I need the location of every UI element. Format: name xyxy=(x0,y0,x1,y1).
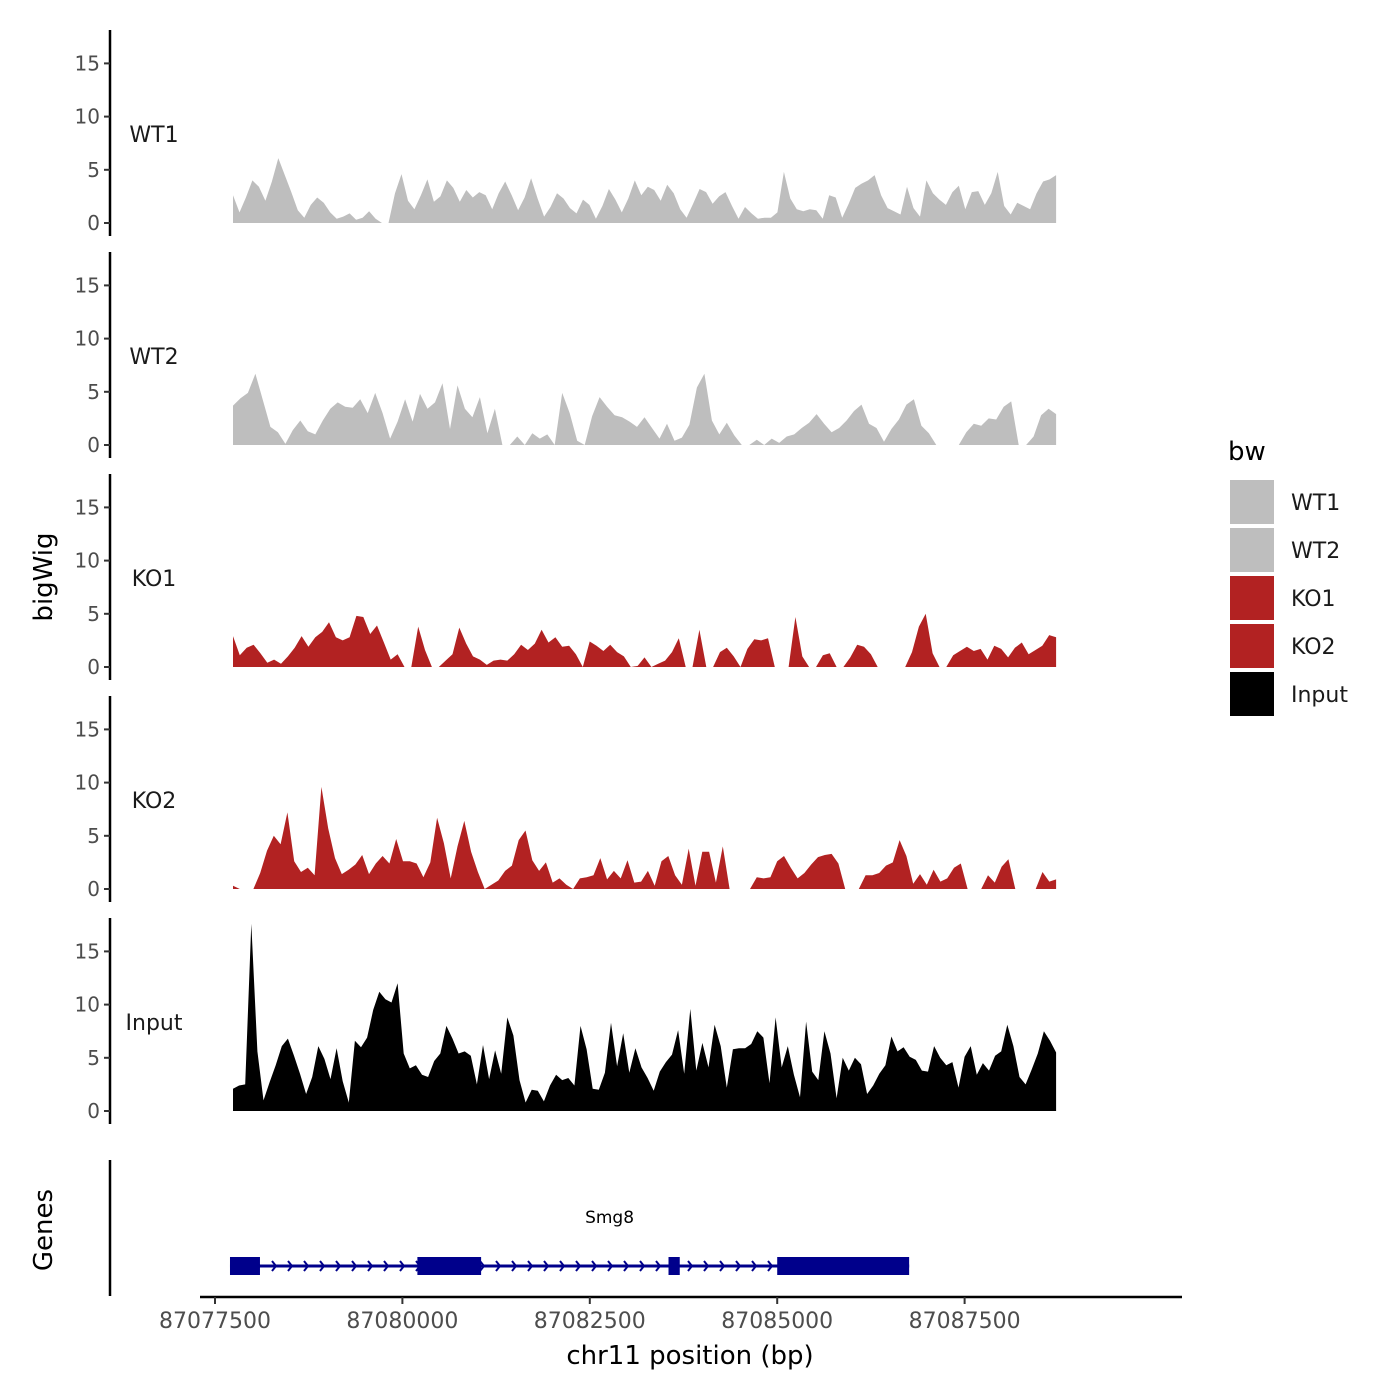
track-panels: 0 5 10 15 WT1 0 5 10 15 WT2 0 5 10 15 KO1 0 5 10 15 KO2 0 5 10… xyxy=(75,30,1057,1124)
track-label-wt2: WT2 xyxy=(129,345,178,370)
exon xyxy=(417,1257,482,1275)
strand-chevron xyxy=(351,1260,358,1272)
area-ko2 xyxy=(233,786,1057,889)
y-tick-label: 15 xyxy=(75,717,100,741)
legend-swatch xyxy=(1230,672,1274,716)
y-tick-label: 5 xyxy=(87,1046,100,1070)
strand-chevron xyxy=(591,1260,598,1272)
strand-chevron xyxy=(767,1260,774,1272)
legend: bw WT1 WT2 KO1 KO2 Input xyxy=(1228,437,1348,716)
legend-item-input: Input xyxy=(1230,672,1348,716)
exon xyxy=(229,1257,260,1275)
strand-chevron xyxy=(367,1260,374,1272)
legend-label: WT1 xyxy=(1291,491,1340,516)
legend-swatch xyxy=(1230,624,1274,668)
y-tick-label: 15 xyxy=(75,939,100,963)
panel-ko2: 0 5 10 15 KO2 xyxy=(75,696,1057,902)
strand-chevron xyxy=(303,1260,310,1272)
y-tick-label: 0 xyxy=(87,211,100,235)
panel-input: 0 5 10 15 Input xyxy=(75,918,1057,1124)
panel-wt1: 0 5 10 15 WT1 xyxy=(75,30,1057,236)
y-tick-label: 10 xyxy=(75,993,100,1017)
strand-chevron xyxy=(543,1260,550,1272)
x-tick-label: 87087500 xyxy=(909,1309,1021,1334)
x-axis: 87077500 87080000 87082500 87085000 87087500 xyxy=(159,1295,1182,1334)
area-wt1 xyxy=(233,158,1057,223)
y-tick-label: 0 xyxy=(87,1099,100,1123)
y-tick-label: 15 xyxy=(75,273,100,297)
strand-chevron xyxy=(287,1260,294,1272)
legend-label: KO1 xyxy=(1291,587,1336,612)
legend-label: WT2 xyxy=(1291,539,1340,564)
y-tick-label: 5 xyxy=(87,602,100,626)
strand-chevron xyxy=(527,1260,534,1272)
strand-chevron xyxy=(719,1260,726,1272)
legend-swatch xyxy=(1230,480,1274,524)
strand-chevron xyxy=(751,1260,758,1272)
strand-chevron xyxy=(735,1260,742,1272)
x-tick-label: 87077500 xyxy=(159,1309,271,1334)
y-tick-label: 5 xyxy=(87,380,100,404)
y-tick-label: 15 xyxy=(75,51,100,75)
y-tick-label: 10 xyxy=(75,549,100,573)
x-tick-label: 87085000 xyxy=(721,1309,833,1334)
y-tick-label: 10 xyxy=(75,327,100,351)
strand-chevron xyxy=(575,1260,582,1272)
y-tick-label: 0 xyxy=(87,877,100,901)
y-tick-label: 0 xyxy=(87,655,100,679)
y-axis-title: bigWig xyxy=(29,532,59,621)
strand-chevron xyxy=(383,1260,390,1272)
x-tick-label: 87082500 xyxy=(534,1309,646,1334)
legend-label: KO2 xyxy=(1291,635,1336,660)
strand-chevron xyxy=(639,1260,646,1272)
track-label-input: Input xyxy=(126,1011,183,1036)
panel-wt2: 0 5 10 15 WT2 xyxy=(75,252,1057,458)
legend-swatch xyxy=(1230,528,1274,572)
area-input xyxy=(233,923,1057,1111)
strand-chevron xyxy=(703,1260,710,1272)
y-tick-label: 5 xyxy=(87,824,100,848)
legend-swatch xyxy=(1230,576,1274,620)
x-axis-title: chr11 position (bp) xyxy=(566,1341,813,1371)
strand-chevron xyxy=(495,1260,502,1272)
area-wt2 xyxy=(233,373,1057,445)
strand-chevron xyxy=(687,1260,694,1272)
exon xyxy=(668,1257,680,1275)
legend-item-wt2: WT2 xyxy=(1230,528,1340,572)
exon xyxy=(777,1257,910,1275)
area-ko1 xyxy=(233,613,1057,667)
y-tick-label: 10 xyxy=(75,105,100,129)
strand-chevron xyxy=(607,1260,614,1272)
track-label-wt1: WT1 xyxy=(129,123,178,148)
gene-panel: Smg8 xyxy=(108,1160,910,1296)
strand-chevron xyxy=(623,1260,630,1272)
strand-chevron xyxy=(511,1260,518,1272)
legend-title: bw xyxy=(1228,437,1266,467)
track-label-ko2: KO2 xyxy=(132,789,177,814)
legend-label: Input xyxy=(1291,683,1348,708)
strand-chevron xyxy=(319,1260,326,1272)
strand-chevron xyxy=(335,1260,342,1272)
strand-chevron xyxy=(559,1260,566,1272)
strand-chevron xyxy=(655,1260,662,1272)
panel-ko1: 0 5 10 15 KO1 xyxy=(75,474,1057,680)
gene-name-label: Smg8 xyxy=(585,1208,634,1228)
y-tick-label: 0 xyxy=(87,433,100,457)
genes-axis-title: Genes xyxy=(29,1189,59,1271)
y-tick-label: 5 xyxy=(87,158,100,182)
y-tick-label: 10 xyxy=(75,771,100,795)
strand-chevron xyxy=(399,1260,406,1272)
strand-chevron xyxy=(271,1260,278,1272)
strand-chevron xyxy=(479,1260,486,1272)
legend-item-ko1: KO1 xyxy=(1230,576,1336,620)
y-tick-label: 15 xyxy=(75,495,100,519)
x-tick-label: 87080000 xyxy=(346,1309,458,1334)
track-label-ko1: KO1 xyxy=(132,567,177,592)
legend-item-ko2: KO2 xyxy=(1230,624,1336,668)
legend-item-wt1: WT1 xyxy=(1230,480,1340,524)
